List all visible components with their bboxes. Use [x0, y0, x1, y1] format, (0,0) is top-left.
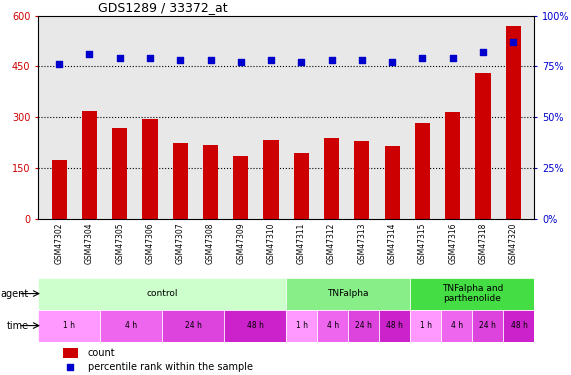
- FancyBboxPatch shape: [411, 310, 441, 342]
- Point: [297, 59, 306, 65]
- Text: GDS1289 / 33372_at: GDS1289 / 33372_at: [98, 2, 227, 14]
- Text: 48 h: 48 h: [510, 321, 528, 330]
- FancyBboxPatch shape: [286, 278, 411, 310]
- FancyBboxPatch shape: [317, 310, 348, 342]
- FancyBboxPatch shape: [472, 310, 504, 342]
- FancyBboxPatch shape: [38, 278, 286, 310]
- Bar: [51, 160, 67, 219]
- FancyBboxPatch shape: [100, 310, 162, 342]
- FancyBboxPatch shape: [441, 310, 472, 342]
- Text: GSM47315: GSM47315: [418, 222, 427, 264]
- Text: TNFalpha: TNFalpha: [328, 289, 369, 298]
- Text: GSM47302: GSM47302: [55, 222, 63, 264]
- FancyBboxPatch shape: [38, 310, 100, 342]
- FancyBboxPatch shape: [348, 310, 379, 342]
- Bar: [445, 112, 460, 219]
- Text: GSM47305: GSM47305: [115, 222, 124, 264]
- Text: GSM47304: GSM47304: [85, 222, 94, 264]
- Text: percentile rank within the sample: percentile rank within the sample: [87, 362, 252, 372]
- Text: 4 h: 4 h: [451, 321, 463, 330]
- Bar: [293, 153, 309, 219]
- Point: [55, 62, 64, 68]
- Bar: [476, 73, 490, 219]
- Text: 1 h: 1 h: [296, 321, 308, 330]
- Text: GSM47310: GSM47310: [267, 222, 276, 264]
- Text: GSM47312: GSM47312: [327, 222, 336, 264]
- Point: [509, 39, 518, 45]
- Text: GSM47316: GSM47316: [448, 222, 457, 264]
- Point: [267, 57, 276, 63]
- Text: control: control: [146, 289, 178, 298]
- Text: agent: agent: [1, 288, 29, 298]
- Text: GSM47318: GSM47318: [478, 222, 488, 264]
- Text: GSM47308: GSM47308: [206, 222, 215, 264]
- Text: GSM47307: GSM47307: [176, 222, 185, 264]
- Text: GSM47314: GSM47314: [388, 222, 397, 264]
- Text: TNFalpha and
parthenolide: TNFalpha and parthenolide: [442, 284, 503, 303]
- Text: 4 h: 4 h: [125, 321, 137, 330]
- Bar: [263, 140, 279, 219]
- Bar: [203, 145, 218, 219]
- Point: [357, 57, 367, 63]
- Point: [146, 56, 155, 62]
- Bar: [82, 111, 97, 219]
- Text: 24 h: 24 h: [184, 321, 202, 330]
- Text: GSM47306: GSM47306: [146, 222, 155, 264]
- Bar: [112, 128, 127, 219]
- Point: [236, 59, 246, 65]
- Point: [418, 56, 427, 62]
- Point: [206, 57, 215, 63]
- Text: 24 h: 24 h: [480, 321, 496, 330]
- FancyBboxPatch shape: [504, 310, 534, 342]
- Text: 1 h: 1 h: [63, 321, 75, 330]
- Text: GSM47313: GSM47313: [357, 222, 367, 264]
- Point: [115, 56, 124, 62]
- FancyBboxPatch shape: [286, 310, 317, 342]
- Text: GSM47320: GSM47320: [509, 222, 518, 264]
- Text: 48 h: 48 h: [247, 321, 264, 330]
- Bar: [63, 348, 78, 358]
- Bar: [355, 141, 369, 219]
- Bar: [506, 26, 521, 219]
- FancyBboxPatch shape: [162, 310, 224, 342]
- Text: 4 h: 4 h: [327, 321, 339, 330]
- FancyBboxPatch shape: [379, 310, 411, 342]
- Point: [388, 59, 397, 65]
- Point: [327, 57, 336, 63]
- Point: [176, 57, 185, 63]
- Point: [478, 49, 488, 55]
- Bar: [172, 143, 188, 219]
- Text: GSM47309: GSM47309: [236, 222, 246, 264]
- FancyBboxPatch shape: [224, 310, 286, 342]
- Bar: [324, 138, 339, 219]
- FancyBboxPatch shape: [411, 278, 534, 310]
- Text: 48 h: 48 h: [387, 321, 403, 330]
- Text: GSM47311: GSM47311: [297, 222, 306, 264]
- Text: 1 h: 1 h: [420, 321, 432, 330]
- Point: [448, 56, 457, 62]
- Bar: [385, 146, 400, 219]
- Bar: [142, 119, 158, 219]
- Text: time: time: [6, 321, 29, 331]
- Point: [85, 51, 94, 57]
- Bar: [233, 156, 248, 219]
- Text: count: count: [87, 348, 115, 358]
- Text: 24 h: 24 h: [355, 321, 372, 330]
- Bar: [415, 123, 430, 219]
